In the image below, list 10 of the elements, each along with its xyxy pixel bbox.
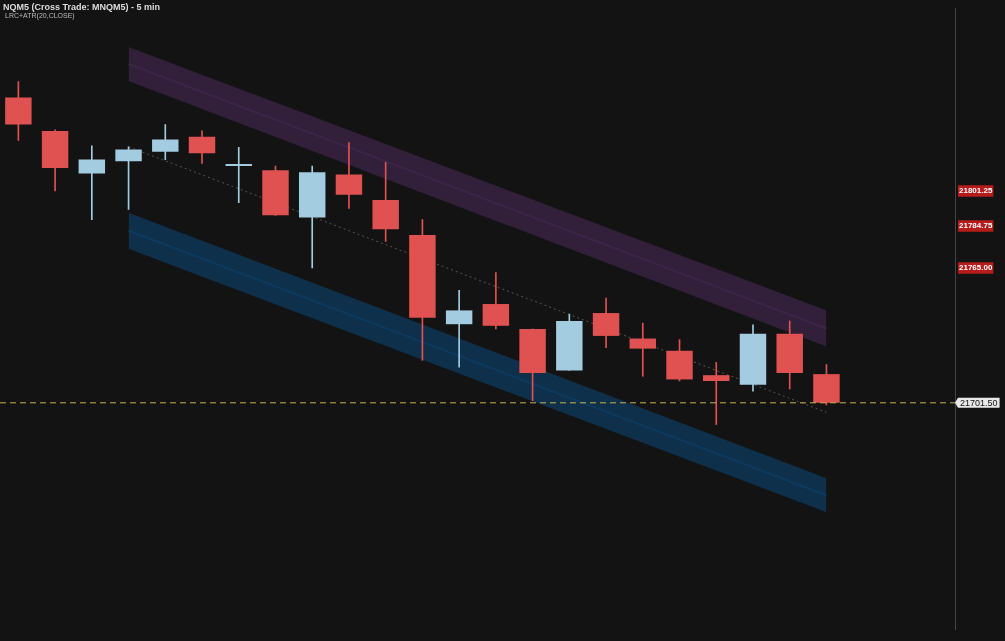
ref-line-label: 21701.50 [960, 397, 998, 408]
chart-title: NQM5 (Cross Trade: MNQM5) - 5 min [3, 2, 161, 12]
candlestick [225, 147, 252, 203]
candlestick [629, 322, 657, 377]
candlestick [78, 145, 106, 220]
y-tick-label: 21784.75 [959, 221, 993, 231]
candlestick [703, 362, 730, 425]
y-tick-label: 21765.00 [959, 263, 993, 273]
candlestick [445, 289, 473, 368]
y-tick-label: 21801.25 [959, 186, 993, 196]
